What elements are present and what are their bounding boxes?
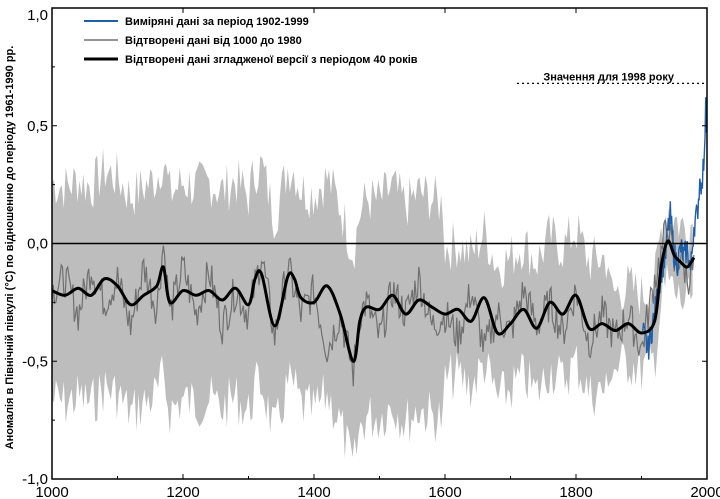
series-reconstructed bbox=[51, 219, 695, 387]
y-tick-label: 0,0 bbox=[27, 236, 48, 253]
series-smoothed bbox=[51, 239, 696, 363]
x-tick-label: 1000 bbox=[35, 484, 68, 499]
y-axis-title: Аномалія в Північній півкулі (°C) по від… bbox=[4, 46, 16, 450]
legend-label: Відтворені дані від 1000 до 1980 bbox=[125, 35, 302, 47]
y-tick-label: 1,0 bbox=[27, 7, 48, 24]
y-tick-label: -1,0 bbox=[22, 471, 48, 488]
legend-label: Виміряні дані за період 1902-1999 bbox=[125, 16, 309, 28]
x-tick-label: 1200 bbox=[166, 484, 199, 499]
x-tick-label: 1600 bbox=[428, 484, 461, 499]
x-tick-label: 1800 bbox=[559, 484, 592, 499]
y-tick-label: 0,5 bbox=[27, 118, 48, 135]
x-tick-label: 2000 bbox=[690, 484, 720, 499]
uncertainty-band-layer bbox=[52, 148, 693, 459]
y-tick-label: -0,5 bbox=[22, 353, 48, 370]
legend-label: Відтворені дані згладженої версії з пері… bbox=[125, 54, 418, 66]
legend: Виміряні дані за період 1902-1999 Відтвор… bbox=[84, 16, 418, 66]
reference-line-label: Значення для 1998 року bbox=[543, 71, 675, 83]
x-tick-label: 1400 bbox=[297, 484, 330, 499]
series-layer bbox=[51, 97, 707, 387]
ticks-layer: 1000 1200 1400 1600 1800 2000 -1,0 -0,5 0,0 0,5 1,… bbox=[22, 7, 720, 499]
uncertainty-band bbox=[52, 148, 693, 459]
